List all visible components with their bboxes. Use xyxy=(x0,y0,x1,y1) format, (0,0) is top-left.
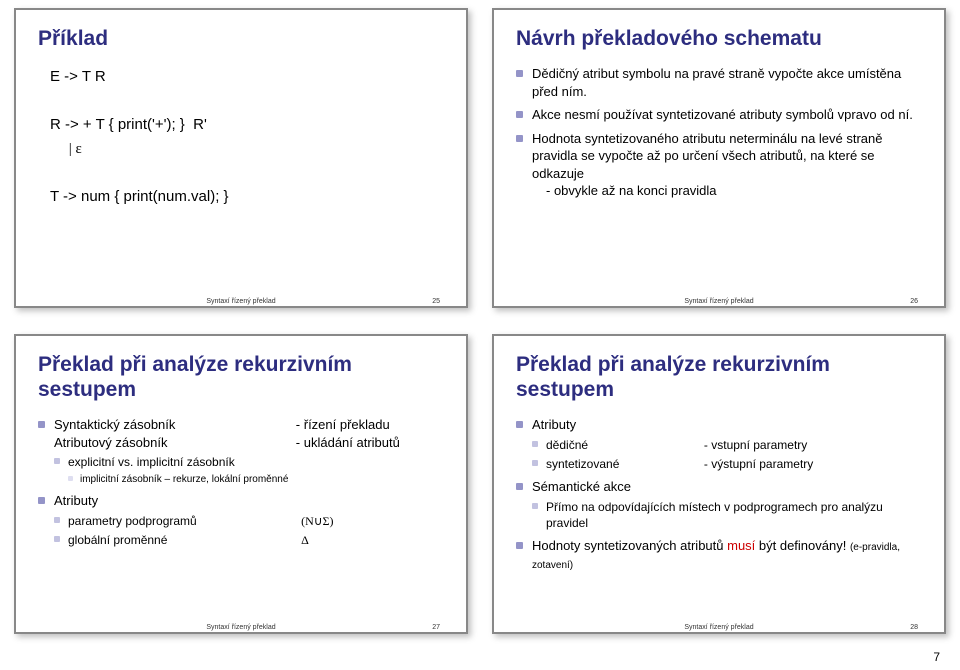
bullet-text: Atributový zásobník xyxy=(54,434,296,452)
code-line: T -> num { print(num.val); } xyxy=(50,188,229,205)
footer-number: 27 xyxy=(432,624,440,631)
sub-text: explicitní vs. implicitní zásobník xyxy=(68,455,235,469)
sub-text: dědičné xyxy=(546,437,704,453)
sub-item: Přímo na odpovídajících místech v podpro… xyxy=(532,499,922,531)
sub-text: globální proměnné xyxy=(68,532,301,548)
bullet-item: Atributy parametry podprogramů (N∪Σ) glo… xyxy=(38,492,444,548)
bullet-item: Hodnota syntetizovaného atributu netermi… xyxy=(516,130,922,200)
sub2-text: implicitní zásobník – rekurze, lokální p… xyxy=(80,474,288,485)
sub-item: syntetizované - výstupní parametry xyxy=(532,456,922,472)
sub-item: dědičné - vstupní parametry xyxy=(532,437,922,453)
bullet-text: Hodnota syntetizovaného atributu netermi… xyxy=(532,131,883,181)
sub-item: explicitní vs. implicitní zásobník impli… xyxy=(54,454,444,486)
bullet-item: Atributy dědičné - vstupní parametry syn… xyxy=(516,416,922,472)
footer-number: 25 xyxy=(432,298,440,305)
sub-item: parametry podprogramů (N∪Σ) xyxy=(54,513,444,529)
bullet-item: Sémantické akce Přímo na odpovídajících … xyxy=(516,478,922,531)
slide-25: Příklad E -> T R R -> + T { print('+'); … xyxy=(14,8,468,308)
bullet-text: Syntaktický zásobník xyxy=(54,416,296,434)
slide-body: Atributy dědičné - vstupní parametry syn… xyxy=(516,416,922,572)
bullet-text: - řízení překladu xyxy=(296,416,444,434)
code-line: | ε xyxy=(50,141,82,157)
bullet-text: Dědičný atribut symbolu na pravé straně … xyxy=(532,66,901,99)
bullet-item: Hodnoty syntetizovaných atributů musí bý… xyxy=(516,537,922,572)
sub2-item: implicitní zásobník – rekurze, lokální p… xyxy=(68,473,444,487)
slide-title: Překlad při analýze rekurzivním sestupem xyxy=(516,352,922,402)
sub-text: Přímo na odpovídajících místech v podpro… xyxy=(546,500,883,530)
sub-text: Δ xyxy=(301,532,444,548)
footer-text: Syntaxí řízený překlad xyxy=(206,298,275,305)
bullet-text: Atributy xyxy=(532,417,576,432)
bullet-item: Akce nesmí používat syntetizované atribu… xyxy=(516,106,922,124)
slide-title: Překlad při analýze rekurzivním sestupem xyxy=(38,352,444,402)
footer-number: 26 xyxy=(910,298,918,305)
slide-27: Překlad při analýze rekurzivním sestupem… xyxy=(14,334,468,634)
footer-text: Syntaxí řízený překlad xyxy=(206,624,275,631)
slide-28: Překlad při analýze rekurzivním sestupem… xyxy=(492,334,946,634)
sub-text: parametry podprogramů xyxy=(68,513,301,529)
slide-title: Návrh překladového schematu xyxy=(516,26,922,51)
slide-body: Dědičný atribut symbolu na pravé straně … xyxy=(516,65,922,200)
footer-text: Syntaxí řízený překlad xyxy=(684,624,753,631)
bullet-text-red: musí xyxy=(727,538,755,553)
bullet-text: Atributy xyxy=(54,493,98,508)
footer-text: Syntaxí řízený překlad xyxy=(684,298,753,305)
sub-item: globální proměnné Δ xyxy=(54,532,444,548)
bullet-item: Syntaktický zásobník - řízení překladu A… xyxy=(38,416,444,486)
slide-title: Příklad xyxy=(38,26,444,51)
bullet-text: - ukládání atributů xyxy=(296,434,444,452)
bullet-text: být definovány! xyxy=(755,538,850,553)
code-line: E -> T R xyxy=(50,68,106,85)
code-block: E -> T R R -> + T { print('+'); } R' | ε… xyxy=(50,65,444,209)
bullet-text: Akce nesmí používat syntetizované atribu… xyxy=(532,107,913,122)
page-number: 7 xyxy=(933,650,940,664)
bullet-item: Dědičný atribut symbolu na pravé straně … xyxy=(516,65,922,100)
code-line: R -> + T { print('+'); } R' xyxy=(50,116,207,133)
sub-text: (N∪Σ) xyxy=(301,513,444,529)
bullet-subtext: - obvykle až na konci pravidla xyxy=(546,182,922,200)
sub-text: - výstupní parametry xyxy=(704,456,922,472)
bullet-text: Sémantické akce xyxy=(532,479,631,494)
slide-26: Návrh překladového schematu Dědičný atri… xyxy=(492,8,946,308)
bullet-text: Hodnoty syntetizovaných atributů xyxy=(532,538,727,553)
page: Příklad E -> T R R -> + T { print('+'); … xyxy=(0,0,960,670)
sub-text: syntetizované xyxy=(546,456,704,472)
footer-number: 28 xyxy=(910,624,918,631)
sub-text: - vstupní parametry xyxy=(704,437,922,453)
slide-body: Syntaktický zásobník - řízení překladu A… xyxy=(38,416,444,548)
